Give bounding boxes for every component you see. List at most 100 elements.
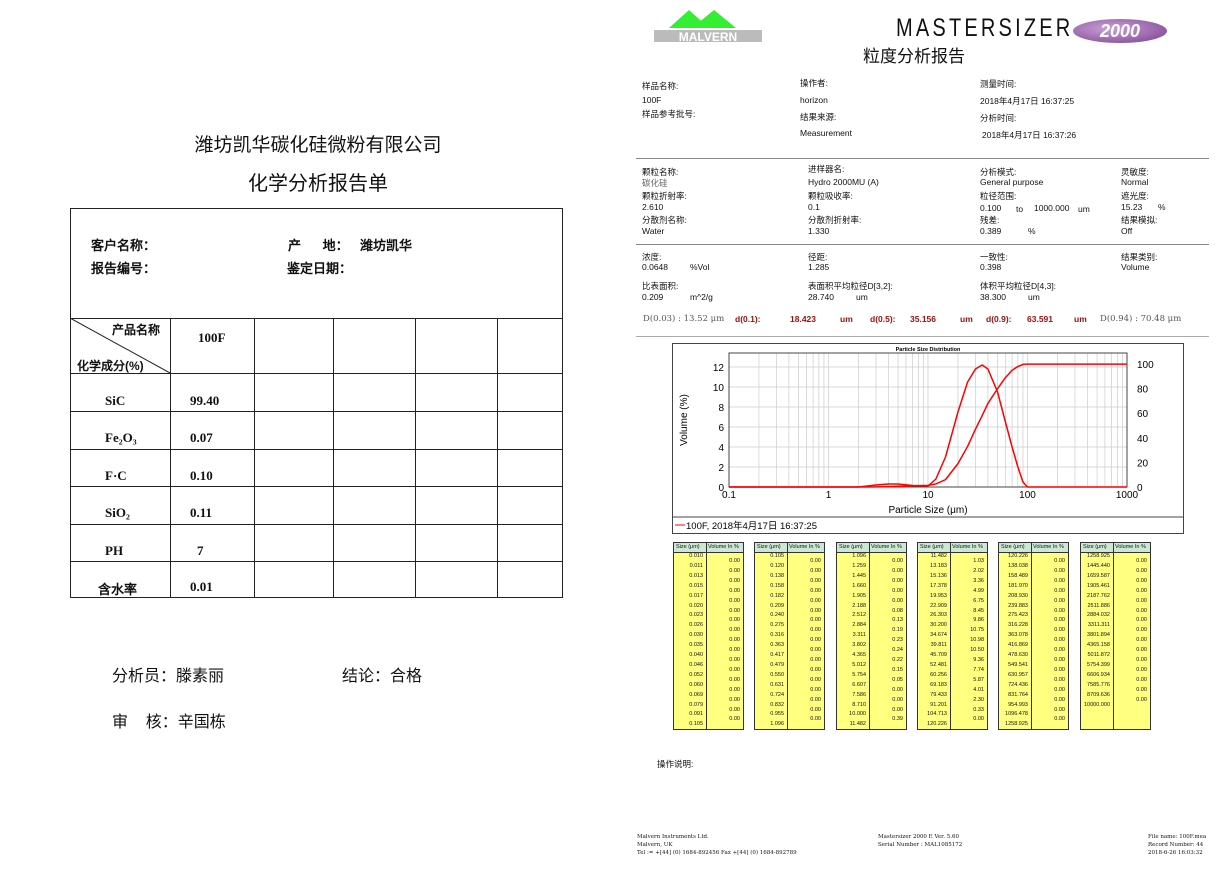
column-divider [787, 543, 788, 729]
y2-tick-label: 100 [1137, 360, 1154, 371]
psd-report-title: 粒度分析报告 [863, 47, 965, 66]
volume-cell: 0.00 [1136, 577, 1147, 584]
volume-cell: 0.00 [729, 676, 740, 683]
d09: 63.591 [1027, 314, 1053, 324]
volume-cell: 0.00 [729, 716, 740, 723]
size-cell: 0.010 [689, 553, 703, 559]
size-cell: 0.550 [770, 671, 784, 678]
table-header: Size (μm) Volume In % [755, 543, 824, 553]
volume-cell: 0.22 [892, 657, 903, 663]
concentration-unit: %Vol [690, 262, 710, 272]
volume-cell: 0.00 [729, 647, 740, 654]
volume-cell: 0.00 [1136, 597, 1147, 604]
volume-cell: 0.00 [1136, 607, 1147, 614]
d43-label: 体积平均粒径D[4,3]: [980, 281, 1057, 291]
volume-cell: 0.00 [1054, 716, 1065, 723]
sample-name-label: 样品名称: [642, 81, 679, 91]
size-cell: 831.764 [1008, 691, 1028, 698]
size-cell: 5.012 [852, 661, 866, 668]
diagonal-divider [70, 318, 170, 373]
volume-cell: 0.00 [892, 587, 903, 594]
report-title: 化学分析报告单 [248, 173, 388, 195]
x-tick-label: 10 [922, 490, 934, 501]
column-divider [869, 543, 870, 729]
volume-cell: 0.00 [1136, 558, 1147, 564]
size-cell: 1659.587 [1087, 572, 1110, 579]
corner-composition-label: 化学成分(%) [77, 359, 144, 373]
volume-cell: 0.00 [810, 716, 821, 723]
size-cell: 15.136 [930, 572, 947, 579]
size-cell: 724.436 [1008, 681, 1028, 688]
volume-header: Volume In % [1033, 544, 1064, 550]
chart-title: Particle Size Distribution [896, 347, 961, 353]
volume-cell: 0.00 [1136, 666, 1147, 673]
volume-cell: 0.00 [810, 696, 821, 703]
volume-cell: 0.00 [729, 617, 740, 624]
footer-file-info: File name: 100F.mea Record Number: 44 20… [1148, 834, 1207, 856]
size-cell: 2511.886 [1087, 602, 1110, 609]
y-tick-label: 10 [713, 383, 725, 394]
y2-tick-label: 60 [1137, 409, 1149, 420]
size-cell: 208.930 [1008, 592, 1028, 599]
component-value: 99.40 [190, 393, 220, 408]
concentration: 0.0648 [642, 262, 668, 272]
table-col-line [415, 318, 416, 598]
size-cell: 2.512 [852, 612, 866, 619]
d01-unit: um [840, 314, 853, 324]
size-cell: 1445.440 [1087, 562, 1110, 569]
particle-name-label: 颗粒名称: [642, 167, 679, 177]
size-cell: 0.105 [770, 553, 784, 559]
d32-label: 表面积平均粒径D[3,2]: [808, 281, 893, 291]
table-row-line [70, 561, 563, 562]
size-cell: 0.069 [689, 691, 703, 698]
model: General purpose [980, 177, 1044, 187]
size-cell: 3311.311 [1087, 622, 1110, 629]
size-cell: 52.481 [930, 661, 947, 668]
volume-cell: 0.00 [729, 587, 740, 594]
d05-unit: um [960, 314, 973, 324]
table-row-line [70, 449, 563, 450]
size-cell: 0.631 [770, 681, 784, 688]
y-axis-label: Volume (%) [679, 394, 690, 446]
size-cell: 2884.032 [1087, 612, 1110, 619]
accessory-label: 进样器名: [808, 164, 845, 174]
size-header: Size (μm) [676, 544, 700, 550]
volume-header: Volume In % [789, 544, 820, 550]
volume-cell: 0.00 [729, 686, 740, 693]
volume-cell: 0.00 [1136, 686, 1147, 693]
size-cell: 239.883 [1008, 602, 1028, 609]
volume-header: Volume In % [871, 544, 902, 550]
obscuration-unit: % [1158, 202, 1166, 212]
cumulative-curve [729, 363, 1127, 488]
measure-time-label: 测量时间: [980, 79, 1017, 89]
origin-value: 潍坊凯华 [360, 238, 413, 253]
size-cell: 5754.399 [1087, 661, 1110, 668]
size-cell: 0.479 [770, 661, 784, 668]
size-cell: 3801.894 [1087, 632, 1110, 639]
size-cell: 158.489 [1008, 572, 1028, 579]
uniformity: 0.398 [980, 262, 1002, 272]
concentration-label: 浓度: [642, 252, 662, 262]
y2-tick-label: 40 [1137, 434, 1149, 445]
volume-cell: 0.00 [810, 657, 821, 663]
operator: horizon [800, 95, 828, 105]
dispersant-ri: 1.330 [808, 226, 830, 236]
d05-label: d(0.5): [870, 314, 896, 324]
chemical-analysis-table [70, 208, 563, 598]
ssa-label: 比表面积: [642, 281, 679, 291]
size-cell: 26.303 [930, 612, 947, 619]
volume-cell: 3.36 [973, 577, 984, 584]
volume-cell: 0.00 [810, 597, 821, 604]
size-header: Size (μm) [1083, 544, 1107, 550]
dispersant: Water [642, 226, 665, 236]
measure-time: 2018年4月17日 16:37:25 [980, 96, 1075, 106]
d09-label: d(0.9): [986, 314, 1012, 324]
size-cell: 0.017 [689, 592, 703, 599]
obscuration: 15.23 [1121, 202, 1143, 212]
table-row-line [70, 373, 563, 374]
volume-cell: 0.00 [729, 657, 740, 663]
company-name: 潍坊凯华碳化硅微粉有限公司 [194, 135, 442, 156]
size-cell: 0.955 [770, 711, 784, 718]
d09-unit: um [1074, 314, 1087, 324]
footer-company: Malvern Instruments Ltd. Malvern, UK Tel… [637, 834, 797, 856]
